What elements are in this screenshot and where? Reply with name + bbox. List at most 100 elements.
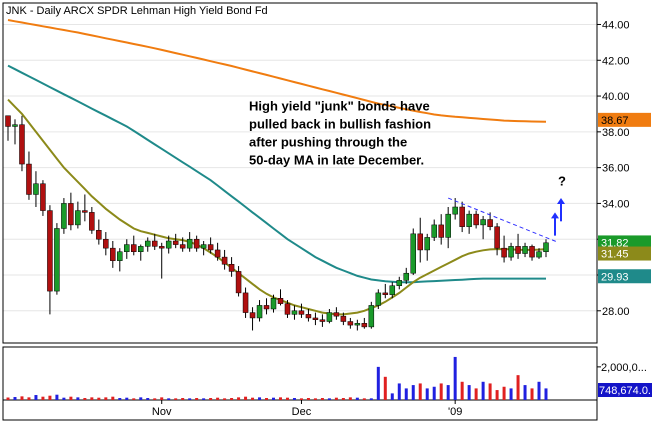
candle-up bbox=[270, 298, 277, 310]
volume-bar bbox=[69, 396, 73, 400]
short-moving-average-line bbox=[7, 98, 547, 316]
volume-bar bbox=[90, 397, 94, 400]
candle-up bbox=[452, 206, 458, 215]
volume-bar bbox=[348, 397, 352, 400]
candle-down bbox=[284, 303, 291, 315]
volume-bars bbox=[6, 356, 548, 400]
candle-up bbox=[61, 203, 67, 229]
price-tick-label: 28.00 bbox=[602, 306, 630, 318]
price-tick-label: 34.00 bbox=[602, 198, 630, 210]
volume-bar bbox=[341, 398, 345, 400]
price-panel-frame bbox=[2, 2, 598, 344]
volume-bar bbox=[355, 397, 359, 400]
volume-bar bbox=[432, 386, 436, 400]
up-arrow-upper-head bbox=[557, 198, 565, 205]
candle-down bbox=[193, 238, 200, 249]
candle-up bbox=[256, 305, 263, 319]
volume-bar bbox=[453, 356, 457, 400]
candle-up bbox=[186, 238, 193, 249]
candle-up bbox=[117, 251, 123, 261]
candle-up bbox=[536, 251, 542, 258]
volume-value-badge-background bbox=[598, 383, 652, 397]
candle-down bbox=[131, 244, 137, 252]
volume-bar bbox=[285, 397, 289, 400]
candle-up bbox=[326, 312, 333, 322]
annotation-line: High yield "junk" bonds have bbox=[249, 98, 430, 113]
volume-bar bbox=[502, 386, 506, 400]
volume-bar bbox=[292, 398, 296, 400]
volume-bar bbox=[139, 397, 143, 400]
volume-bar bbox=[202, 398, 206, 400]
chart-title: JNK - Daily ARCX SPDR Lehman High Yield … bbox=[6, 5, 268, 17]
volume-bar bbox=[188, 398, 192, 400]
volume-bar bbox=[320, 398, 324, 400]
candle-down bbox=[151, 240, 158, 247]
candle-down bbox=[473, 213, 479, 226]
candle-down bbox=[207, 244, 214, 251]
volume-bar bbox=[209, 398, 213, 400]
volume-bar bbox=[104, 397, 108, 400]
candle-down bbox=[347, 321, 354, 326]
candle-down bbox=[312, 317, 319, 320]
candle-down bbox=[103, 238, 109, 249]
price-tick-label: 42.00 bbox=[602, 55, 630, 67]
price-tick-label: 38.00 bbox=[602, 127, 630, 139]
volume-bar bbox=[418, 383, 422, 400]
candle-down bbox=[487, 219, 493, 227]
date-tick-label: Dec bbox=[292, 406, 312, 418]
volume-bar bbox=[125, 397, 129, 400]
volume-bar bbox=[481, 381, 485, 400]
volume-bar bbox=[327, 398, 331, 400]
volume-bar bbox=[76, 397, 80, 400]
candle-up bbox=[396, 280, 403, 286]
candle-up bbox=[431, 224, 437, 238]
candle-down bbox=[214, 249, 221, 258]
date-tick-label: '09 bbox=[448, 406, 462, 418]
breakout-arrows: ? bbox=[551, 174, 566, 236]
volume-bar bbox=[13, 397, 17, 400]
price-tick-label: 36.00 bbox=[602, 163, 630, 175]
last-price-badge: 31.82 bbox=[601, 237, 629, 249]
candle-down bbox=[298, 310, 305, 315]
candle-up bbox=[144, 240, 151, 247]
volume-bar bbox=[299, 398, 303, 400]
date-x-axis: Nov Dec '09 bbox=[152, 400, 462, 418]
volume-bar bbox=[404, 388, 408, 400]
volume-bar bbox=[439, 383, 443, 400]
volume-bar bbox=[362, 398, 366, 400]
volume-bar bbox=[83, 398, 87, 400]
volume-tick-label: 2,000,0... bbox=[601, 362, 647, 374]
volume-bar bbox=[41, 396, 45, 400]
short-ma-value-badge: 31.45 bbox=[601, 249, 629, 261]
volume-bar bbox=[216, 397, 220, 400]
volume-bar bbox=[20, 396, 24, 400]
candle-down bbox=[68, 203, 74, 226]
volume-bar bbox=[369, 398, 373, 400]
volume-bar bbox=[530, 388, 534, 400]
volume-bar bbox=[460, 381, 464, 400]
candle-up bbox=[403, 272, 410, 281]
candle-down bbox=[340, 315, 347, 322]
volume-bar bbox=[34, 395, 38, 400]
candle-down bbox=[172, 240, 179, 245]
volume-bar bbox=[537, 381, 541, 400]
candle-up bbox=[466, 213, 472, 227]
candle-down bbox=[277, 298, 284, 304]
candle-up bbox=[480, 219, 486, 226]
candle-up bbox=[291, 310, 298, 315]
candle-down bbox=[305, 314, 312, 319]
volume-bar bbox=[244, 396, 248, 400]
candle-down bbox=[319, 319, 326, 322]
volume-bar bbox=[167, 398, 171, 400]
candle-up bbox=[389, 285, 396, 295]
mid-ma-value-badge-background bbox=[598, 269, 651, 284]
candle-down bbox=[82, 210, 88, 213]
mid-moving-average-line bbox=[7, 64, 546, 284]
chart-annotation: High yield "junk" bonds have pulled back … bbox=[249, 98, 431, 167]
candle-down bbox=[494, 226, 500, 249]
mid-ma-value-badge: 29.93 bbox=[601, 271, 629, 283]
candle-up bbox=[508, 246, 514, 258]
volume-bar bbox=[27, 397, 31, 400]
volume-bar bbox=[376, 366, 380, 400]
